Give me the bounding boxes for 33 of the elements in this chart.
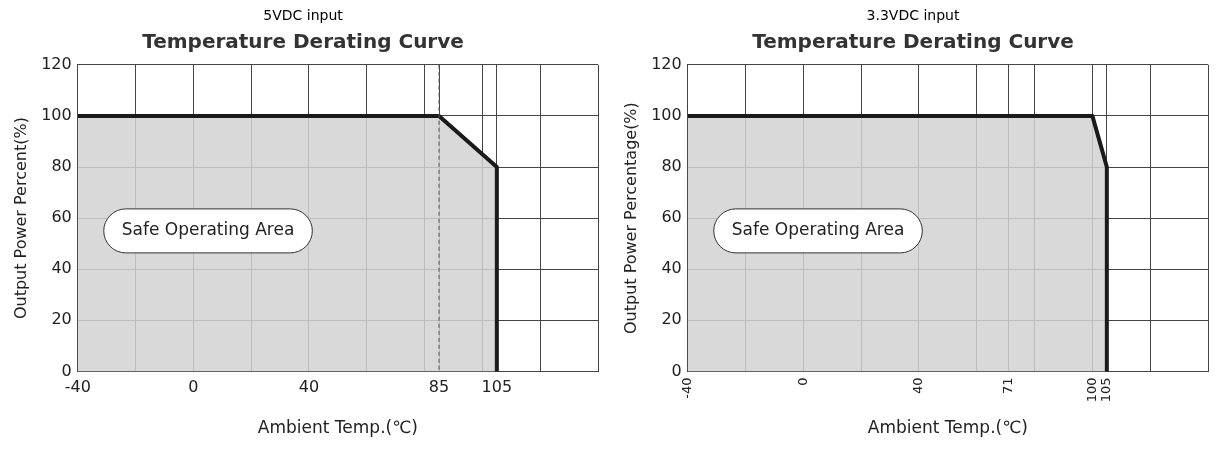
x-tick-label: 105 <box>1098 377 1114 403</box>
y-axis-title: Output Power Percentage(%) <box>620 102 640 335</box>
y-tick-label: 40 <box>661 258 682 278</box>
x-tick-label: 0 <box>188 376 199 396</box>
x-tick-label: -40 <box>679 377 695 399</box>
chart-subtitle: 3.3VDC input <box>866 7 960 24</box>
x-tick-label: 105 <box>481 376 513 396</box>
x-axis-title: Ambient Temp.(℃) <box>257 417 418 438</box>
y-tick-label: 120 <box>41 53 72 73</box>
x-tick-label: 40 <box>298 376 320 396</box>
y-tick-label: 20 <box>51 309 72 329</box>
x-axis-title: Ambient Temp.(℃) <box>867 417 1028 438</box>
y-tick-label: 40 <box>51 258 72 278</box>
x-tick-label: 100 <box>1083 377 1099 403</box>
y-axis-title: Output Power Percent(%) <box>10 117 30 320</box>
chart-title: Temperature Derating Curve <box>142 29 464 53</box>
chart-title: Temperature Derating Curve <box>752 29 1074 53</box>
y-tick-label: 20 <box>661 309 682 329</box>
y-tick-label: 0 <box>671 360 682 380</box>
y-tick-label: 100 <box>651 105 682 125</box>
y-tick-label: 80 <box>51 156 72 176</box>
x-tick-label: 85 <box>428 376 450 396</box>
y-tick-label: 60 <box>51 207 72 227</box>
x-tick-label: 71 <box>999 377 1015 394</box>
y-tick-label: 100 <box>41 105 72 125</box>
x-tick-label: 0 <box>794 377 810 386</box>
chart-subtitle: 5VDC input <box>263 7 344 24</box>
y-tick-label: 80 <box>661 156 682 176</box>
annotation: Safe Operating Area <box>731 219 905 240</box>
annotation: Safe Operating Area <box>121 219 295 240</box>
y-tick-label: 60 <box>661 207 682 227</box>
y-tick-label: 120 <box>651 53 682 73</box>
x-tick-label: 40 <box>910 377 926 394</box>
